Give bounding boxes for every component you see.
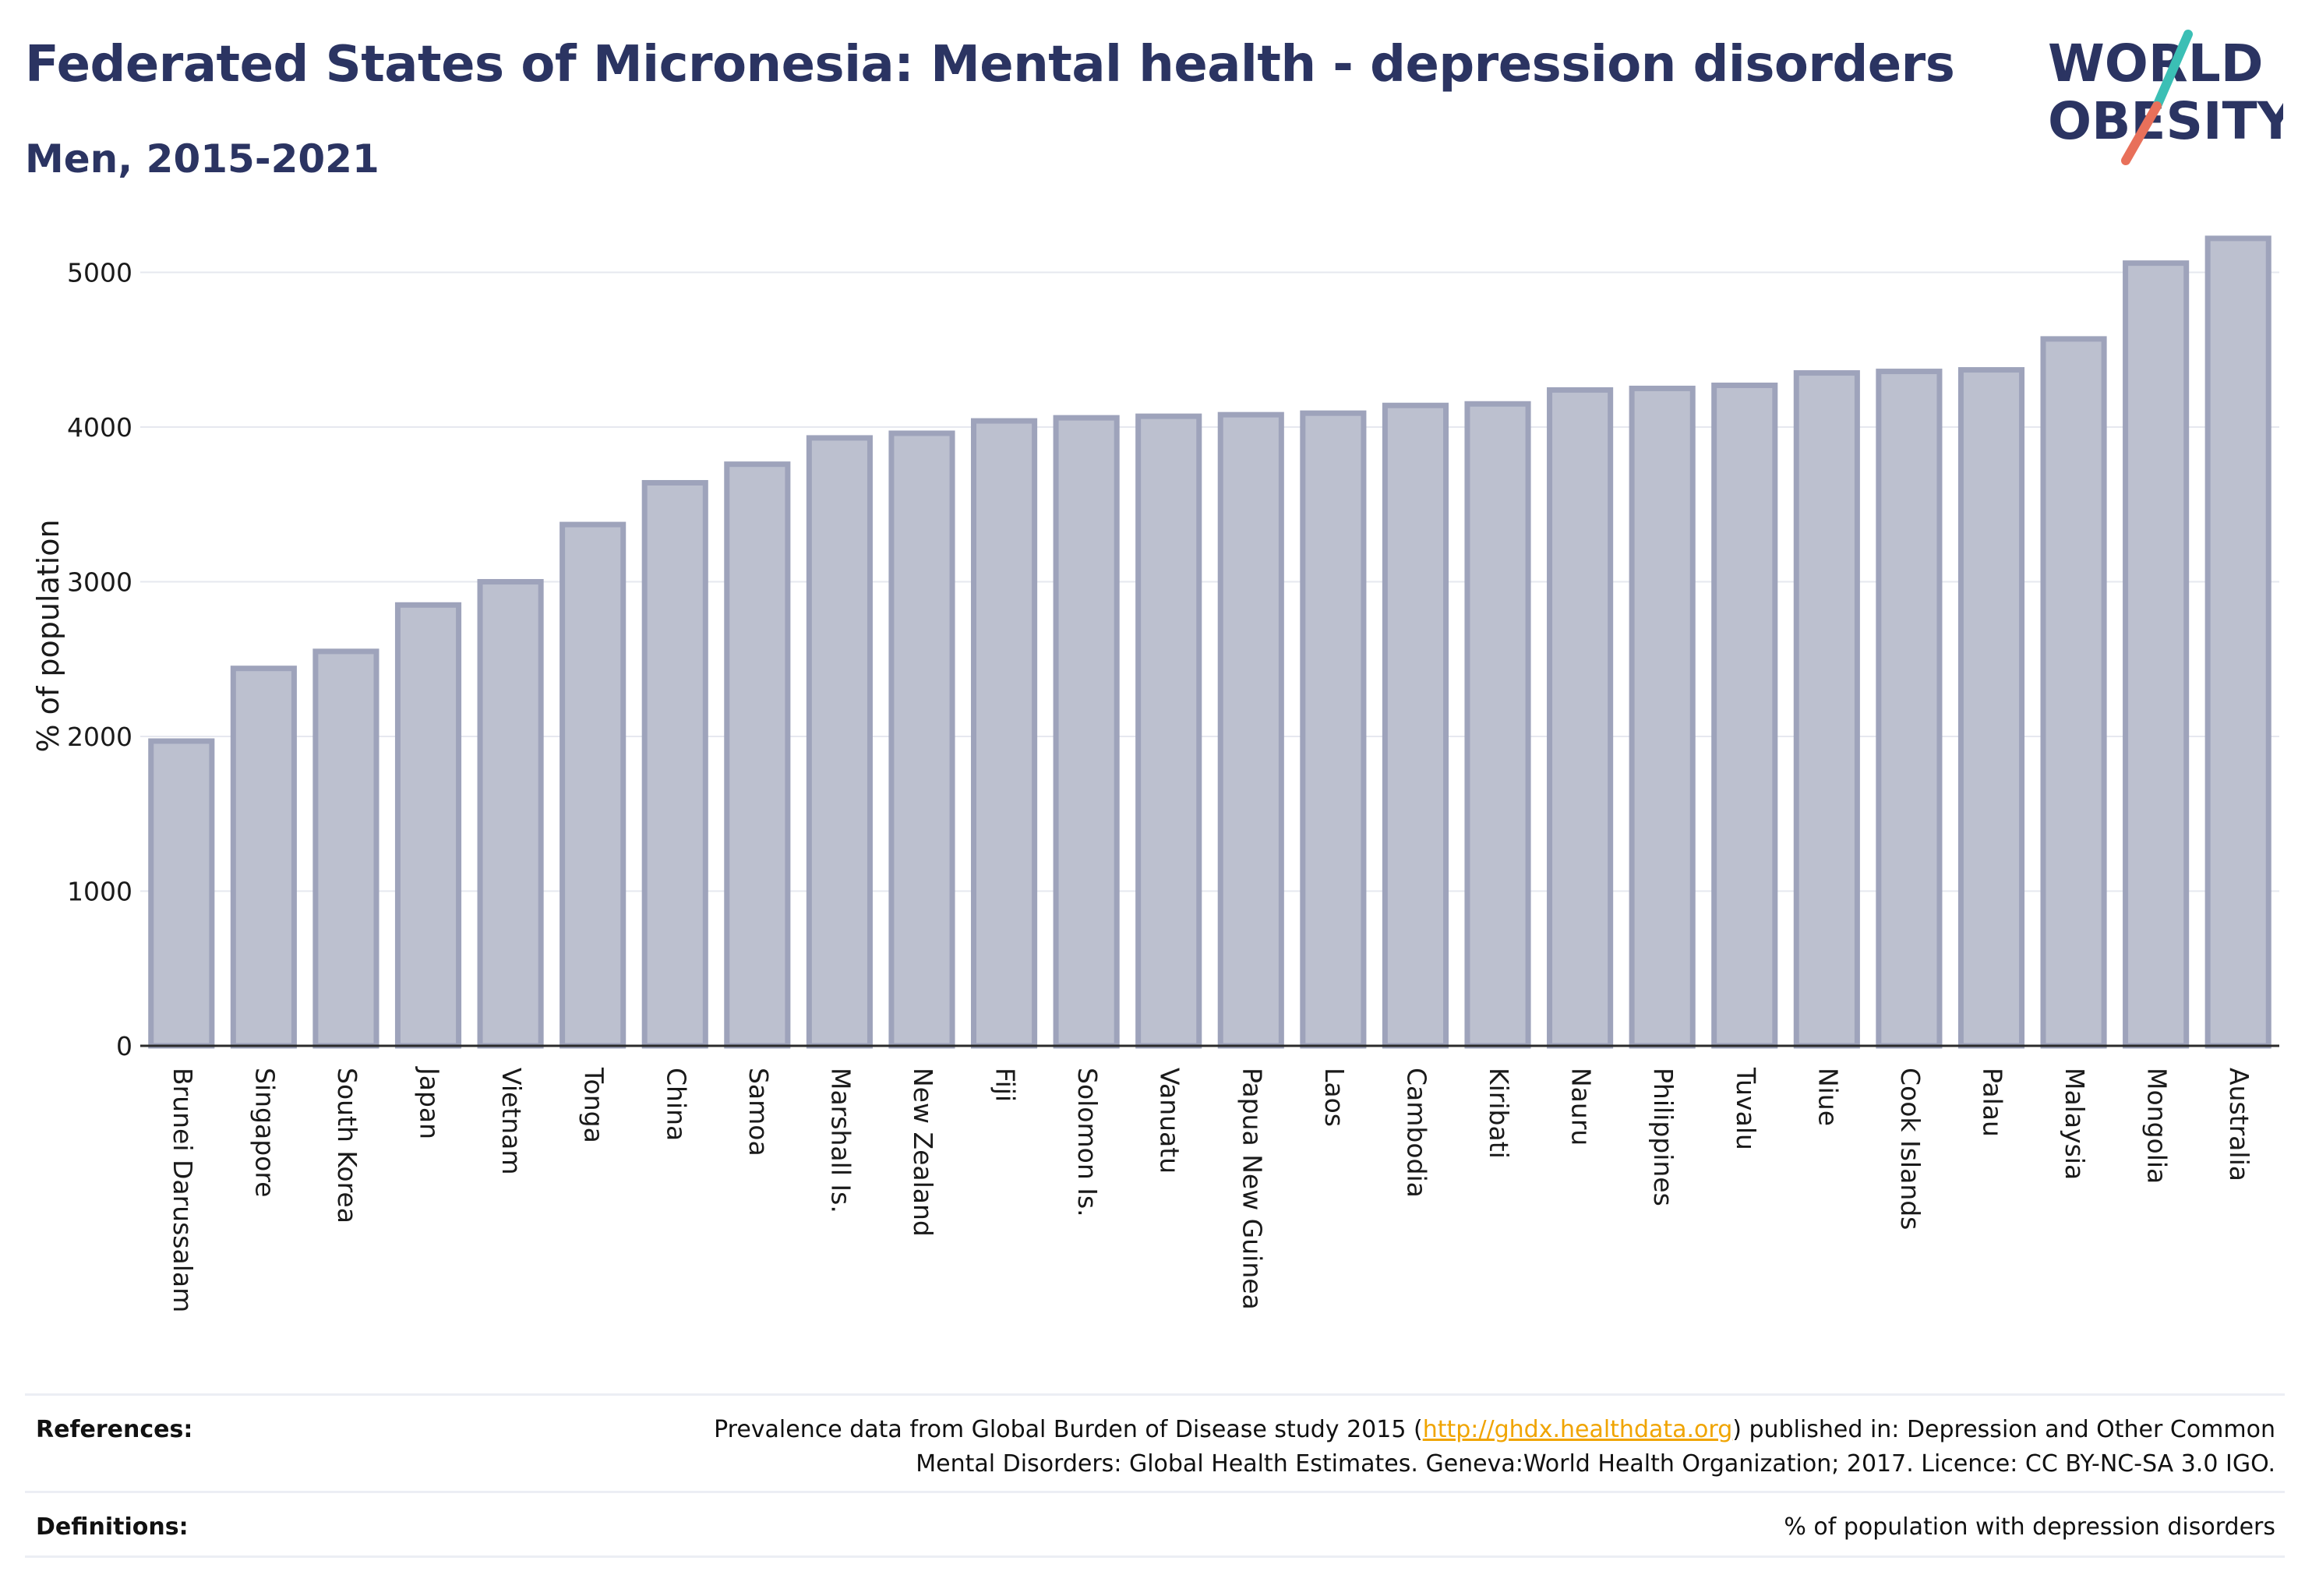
bar — [806, 435, 873, 1049]
x-tick-label: Niue — [1813, 1068, 1843, 1126]
definitions-label: Definitions: — [36, 1513, 189, 1541]
world-obesity-logo: WORLD OBESITY — [2048, 30, 2283, 165]
logo-slash-coral — [2121, 101, 2162, 165]
references-text-part2: ) published in: Depression and Other Com… — [1732, 1416, 2275, 1443]
x-tick-label: Singapore — [249, 1068, 280, 1197]
bar — [477, 579, 544, 1049]
x-tick-label: Brunei Darussalam — [168, 1068, 198, 1312]
y-tick-label: 4000 — [67, 412, 132, 443]
x-tick-label: Samoa — [743, 1068, 774, 1156]
references-text-part3: Mental Disorders: Global Health Estimate… — [916, 1450, 2275, 1478]
x-tick-label: Japan — [415, 1066, 445, 1139]
y-tick-label: 3000 — [67, 567, 132, 598]
references-text-part1: Prevalence data from Global Burden of Di… — [714, 1416, 1423, 1443]
bar — [888, 430, 955, 1049]
bar — [1135, 413, 1202, 1049]
logo-line2: OBESITY — [2048, 91, 2283, 151]
x-tick-label: Fiji — [990, 1068, 1021, 1102]
references-text: Prevalence data from Global Burden of Di… — [714, 1413, 2275, 1481]
footer-divider — [25, 1393, 2285, 1396]
bar — [1629, 385, 1696, 1049]
bar — [2204, 235, 2271, 1049]
x-tick-label: China — [661, 1068, 691, 1141]
definitions-text: % of population with depression disorder… — [1784, 1513, 2275, 1541]
y-tick-label: 1000 — [67, 877, 132, 907]
x-tick-label: Vietnam — [496, 1068, 527, 1175]
x-tick-label: Marshall Is. — [825, 1068, 856, 1213]
y-tick-label: 2000 — [67, 722, 132, 752]
x-tick-label: New Zealand — [908, 1068, 938, 1237]
x-tick-label: Palau — [1977, 1068, 2007, 1137]
references-row: References: Prevalence data from Global … — [25, 1396, 2285, 1491]
bar — [1382, 402, 1449, 1049]
y-axis: 0 1000 2000 3000 4000 5000 — [67, 258, 132, 1061]
bar — [1217, 411, 1284, 1049]
page-subtitle: Men, 2015-2021 — [25, 136, 379, 182]
x-tick-label: Tuvalu — [1731, 1067, 1761, 1150]
bar — [394, 602, 462, 1049]
x-axis: Brunei Darussalam Singapore South Korea Jap… — [140, 1044, 2279, 1312]
bar — [1053, 415, 1120, 1049]
logo-line1: WORLD — [2048, 34, 2264, 94]
x-tick-label: Papua New Guinea — [1237, 1068, 1267, 1310]
footer: References: Prevalence data from Global … — [25, 1393, 2285, 1558]
x-tick-label: Kiribati — [1484, 1068, 1514, 1159]
bar — [724, 461, 791, 1049]
x-tick-label: Cook Islands — [1895, 1068, 1926, 1230]
y-tick-label: 0 — [116, 1031, 132, 1061]
bar — [1464, 401, 1531, 1049]
x-tick-label: Vanuatu — [1155, 1068, 1185, 1174]
references-label: References: — [36, 1416, 193, 1443]
footer-divider — [25, 1491, 2285, 1493]
bar — [312, 648, 379, 1049]
bar — [641, 479, 708, 1049]
x-tick-label: Solomon Is. — [1072, 1068, 1103, 1217]
logo-slash-teal — [2152, 30, 2193, 111]
bar — [970, 418, 1038, 1049]
bar — [1957, 367, 2025, 1049]
x-tick-label: Mongolia — [2142, 1068, 2173, 1184]
bar — [2123, 260, 2190, 1049]
definitions-row: Definitions: % of population with depres… — [25, 1493, 2285, 1555]
bar — [230, 666, 297, 1049]
bar — [1711, 382, 1778, 1049]
x-tick-label: Laos — [1319, 1068, 1350, 1127]
bars — [148, 235, 2271, 1049]
x-tick-label: Australia — [2224, 1068, 2254, 1181]
x-tick-label: Nauru — [1566, 1068, 1597, 1146]
bar — [1793, 370, 1860, 1049]
bar — [1876, 369, 1943, 1049]
bar — [148, 738, 215, 1049]
footer-divider — [25, 1555, 2285, 1558]
x-tick-label: Tonga — [579, 1067, 609, 1143]
bar — [1547, 387, 1614, 1049]
x-tick-label: South Korea — [332, 1068, 362, 1223]
x-tick-label: Philippines — [1648, 1068, 1678, 1206]
page-title: Federated States of Micronesia: Mental h… — [25, 36, 1955, 94]
y-tick-label: 5000 — [67, 258, 132, 288]
y-axis-title: % of population — [31, 519, 65, 752]
bar — [1300, 410, 1367, 1049]
x-tick-label: Cambodia — [1401, 1068, 1431, 1198]
bar — [2040, 336, 2107, 1049]
x-tick-label: Malaysia — [2060, 1068, 2090, 1180]
bar — [559, 521, 627, 1049]
references-link[interactable]: http://ghdx.healthdata.org — [1422, 1416, 1733, 1443]
bar-chart: 0 1000 2000 3000 4000 5000 Brunei Darussalam S… — [31, 235, 2279, 1312]
